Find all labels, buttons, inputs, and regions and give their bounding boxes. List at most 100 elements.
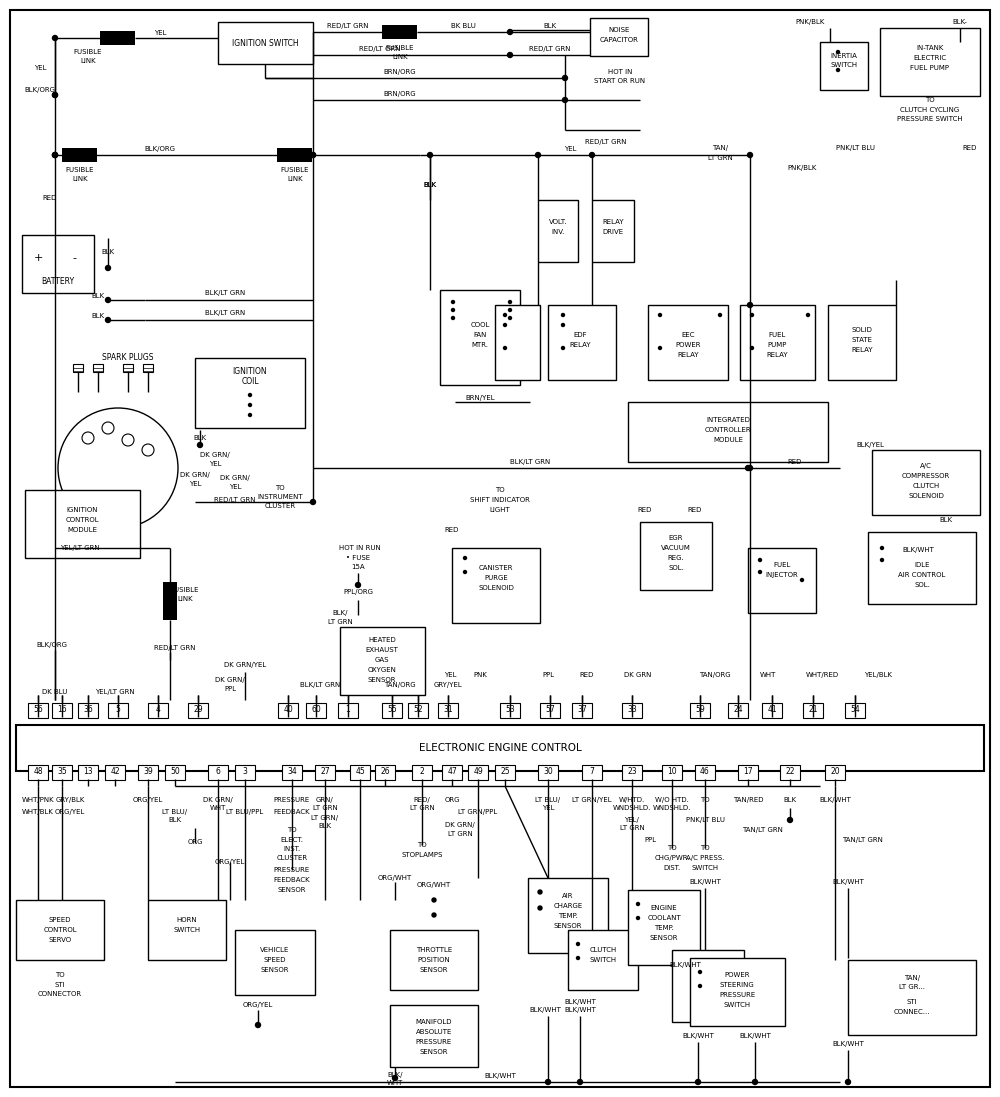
Circle shape (698, 984, 702, 987)
Text: ELECTRONIC ENGINE CONTROL: ELECTRONIC ENGINE CONTROL (419, 743, 581, 753)
Text: LIGHT: LIGHT (490, 507, 510, 513)
Text: COOLANT: COOLANT (647, 915, 681, 921)
Text: IGNITION SWITCH: IGNITION SWITCH (232, 38, 298, 47)
Text: TO: TO (495, 487, 505, 493)
Text: RED: RED (788, 459, 802, 465)
Text: +: + (33, 253, 43, 263)
Text: BLK/ORG: BLK/ORG (144, 146, 176, 152)
Bar (188, 702, 208, 717)
Text: TAN/LT GRN: TAN/LT GRN (742, 827, 782, 833)
Circle shape (52, 35, 58, 41)
Text: FAN: FAN (473, 332, 487, 338)
Text: 21: 21 (808, 705, 818, 714)
Text: PRESSURE: PRESSURE (274, 867, 310, 873)
Text: 37: 37 (577, 705, 587, 714)
Text: FUSIBLE: FUSIBLE (171, 587, 199, 593)
Text: YEL: YEL (154, 30, 166, 36)
Bar (495, 765, 515, 780)
Text: FUSIBLE: FUSIBLE (281, 167, 309, 173)
Bar (28, 702, 48, 717)
Bar (845, 702, 865, 717)
Circle shape (658, 347, 662, 350)
Text: 1: 1 (346, 705, 350, 714)
Text: SOLID: SOLID (852, 327, 872, 333)
Text: WNDSHLD.: WNDSHLD. (613, 805, 651, 811)
Text: PRESSURE SWITCH: PRESSURE SWITCH (897, 116, 963, 122)
Bar (340, 627, 425, 695)
Text: RED: RED (638, 507, 652, 513)
Text: 4: 4 (156, 705, 160, 714)
Text: 53: 53 (505, 705, 515, 714)
Text: RELAY: RELAY (602, 219, 624, 225)
Bar (628, 402, 828, 462)
Bar (548, 305, 616, 380)
Text: SWITCH: SWITCH (691, 866, 719, 871)
Circle shape (846, 1079, 850, 1085)
Text: CLUTCH: CLUTCH (912, 483, 940, 489)
Bar (728, 702, 748, 717)
Circle shape (800, 578, 804, 581)
Text: ORG/YEL: ORG/YEL (55, 808, 85, 815)
Bar (828, 305, 896, 380)
Text: LT GRN/YEL: LT GRN/YEL (572, 798, 612, 803)
Text: 29: 29 (193, 705, 203, 714)
Text: 59: 59 (695, 705, 705, 714)
Text: BLK/ORG: BLK/ORG (24, 87, 56, 93)
Bar (195, 358, 305, 428)
Bar (382, 702, 402, 717)
Text: TO: TO (925, 97, 935, 103)
Circle shape (106, 265, 110, 271)
Circle shape (248, 404, 252, 407)
Text: SOLENOID: SOLENOID (478, 585, 514, 591)
Text: BLK/: BLK/ (332, 610, 348, 617)
Text: ELECT.: ELECT. (280, 837, 304, 842)
Text: RED: RED (580, 672, 594, 678)
Text: MODULE: MODULE (713, 437, 743, 443)
Text: 17: 17 (743, 768, 753, 777)
Text: VEHICLE: VEHICLE (260, 947, 290, 953)
Text: SPARK PLUGS: SPARK PLUGS (102, 353, 154, 362)
Bar (803, 702, 823, 717)
Text: TO: TO (55, 972, 65, 979)
Circle shape (881, 546, 884, 550)
Text: HEATED: HEATED (368, 637, 396, 643)
Bar (662, 765, 682, 780)
Text: STI: STI (907, 999, 917, 1005)
Bar (690, 958, 785, 1026)
Bar (872, 450, 980, 514)
Text: 41: 41 (767, 705, 777, 714)
Bar (528, 878, 608, 953)
Text: BRN/ORG: BRN/ORG (384, 69, 416, 75)
Bar (73, 364, 83, 372)
Bar (123, 364, 133, 372)
Text: RED/LT GRN: RED/LT GRN (359, 46, 401, 52)
Text: BLK: BLK (939, 517, 953, 523)
Text: ENGINE: ENGINE (651, 905, 677, 911)
Bar (622, 702, 642, 717)
Text: 57: 57 (545, 705, 555, 714)
Text: DIST.: DIST. (663, 866, 681, 871)
Text: YEL/LT GRN: YEL/LT GRN (95, 689, 135, 695)
Text: W/O HTD.: W/O HTD. (655, 798, 689, 803)
Bar (105, 765, 125, 780)
Text: SWITCH: SWITCH (173, 927, 201, 934)
Text: RED/LT GRN: RED/LT GRN (327, 23, 369, 29)
Text: PPL/ORG: PPL/ORG (343, 589, 373, 595)
Bar (568, 930, 638, 989)
Text: RED/LT GRN: RED/LT GRN (529, 46, 571, 52)
Bar (538, 200, 578, 262)
Text: BLK: BLK (92, 293, 105, 299)
Text: COIL: COIL (241, 377, 259, 386)
Text: LT GRN: LT GRN (708, 155, 732, 161)
Text: BLK/WHT: BLK/WHT (669, 962, 701, 968)
Text: SENSOR: SENSOR (278, 887, 306, 893)
Bar (78, 765, 98, 780)
Text: WHT/PNK: WHT/PNK (22, 798, 54, 803)
Text: YEL: YEL (34, 65, 46, 71)
Text: WHT: WHT (387, 1081, 403, 1086)
Text: SPEED: SPEED (264, 957, 286, 963)
Text: OXYGEN: OXYGEN (368, 667, 396, 672)
Circle shape (509, 301, 512, 304)
Text: ELECTRIC: ELECTRIC (913, 55, 947, 61)
Text: BLK: BLK (783, 798, 797, 803)
